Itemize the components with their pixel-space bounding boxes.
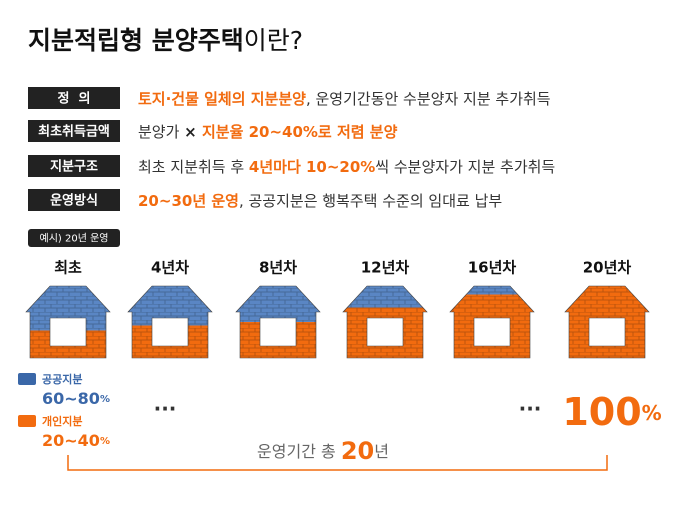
description-segment: 최초 지분취득 후 [138, 158, 249, 176]
stage-label: 12년차 [361, 259, 410, 277]
ellipsis: ··· [154, 397, 177, 421]
period-number: 20 [341, 437, 374, 465]
stage-label: 8년차 [259, 259, 297, 277]
row-description: 최초 지분취득 후 4년마다 10~20%씩 수분양자가 지분 추가취득 [138, 158, 555, 176]
legend-unit: % [100, 394, 110, 405]
title-bold: 지분적립형 분양주택 [28, 26, 244, 55]
row-label-box [28, 87, 120, 109]
row-label: 운영방식 [50, 193, 98, 209]
house-bricks [128, 286, 212, 358]
legend-range: 60~80 [42, 389, 100, 408]
legend-unit: % [100, 436, 110, 447]
house-bricks [450, 286, 534, 358]
badge-box [28, 229, 120, 247]
description-segment: 지분율 20~40%로 저렴 분양 [202, 123, 398, 141]
period: 운영기간 총 20년 [257, 437, 389, 465]
period-prefix: 운영기간 총 [257, 442, 341, 461]
row-label: 정 의 [58, 91, 91, 107]
row-label-box [28, 120, 120, 142]
stage-label: 20년차 [583, 259, 632, 277]
badge: 예시) 20년 운영 [40, 233, 109, 245]
description-segment: 4년마다 10~20% [249, 158, 375, 176]
stage-label: 16년차 [468, 259, 517, 277]
title-rest: 이란? [244, 26, 303, 55]
legend-icon [18, 373, 36, 385]
description-segment: 토지·건물 일체의 지분분양 [138, 90, 306, 108]
row-label: 지분구조 [50, 160, 98, 175]
legend-range: 20~40 [42, 431, 100, 450]
legend: 공공지분 60~80% 개인지분 20~40% [18, 372, 110, 450]
row-description: 토지·건물 일체의 지분분양, 운영기간동안 수분양자 지분 추가취득 [138, 90, 551, 108]
rows: 정 의 토지·건물 일체의 지분분양, 운영기간동안 수분양자 지분 추가취득최초… [28, 87, 555, 211]
title: 지분적립형 분양주택이란? [28, 26, 303, 55]
ellipsis: ··· [519, 397, 542, 421]
houses: 최초 4년차 8년차 12년차 16년차 20년차 [25, 259, 650, 359]
row-label-box [28, 189, 120, 211]
row-description: 20~30년 운영, 공공지분은 행복주택 수준의 임대료 납부 [138, 192, 502, 210]
legend-share: 20~40% [42, 431, 110, 450]
legend-name: 공공지분 [42, 372, 82, 386]
description-segment: , 공공지분은 행복주택 수준의 임대료 납부 [239, 192, 502, 210]
final-value: 100 [562, 390, 641, 434]
final-unit: % [642, 401, 662, 425]
description-segment: 씩 수분양자가 지분 추가취득 [375, 158, 555, 176]
description-segment: 분양가 [138, 123, 184, 141]
stage-label: 최초 [54, 259, 82, 277]
house-bricks [26, 286, 110, 358]
row-label: 최초취득금액 [38, 124, 110, 140]
description-segment: 20~30년 운영 [138, 192, 239, 210]
house-bricks [565, 286, 649, 358]
legend-name: 개인지분 [42, 414, 82, 428]
period-bracket [67, 455, 608, 471]
house-bricks [343, 286, 427, 358]
period-bg [238, 438, 408, 468]
final-share: 100% [562, 390, 661, 434]
description-segment: , 운영기간동안 수분양자 지분 추가취득 [306, 90, 551, 108]
stage-label: 4년차 [151, 259, 189, 277]
legend-share: 60~80% [42, 389, 110, 408]
row-label-box [28, 155, 120, 177]
house-bricks [236, 286, 320, 358]
row-description: 분양가 × 지분율 20~40%로 저렴 분양 [138, 123, 398, 141]
period-suffix: 년 [374, 442, 389, 461]
legend-icon [18, 415, 36, 427]
description-segment: × [184, 123, 202, 141]
